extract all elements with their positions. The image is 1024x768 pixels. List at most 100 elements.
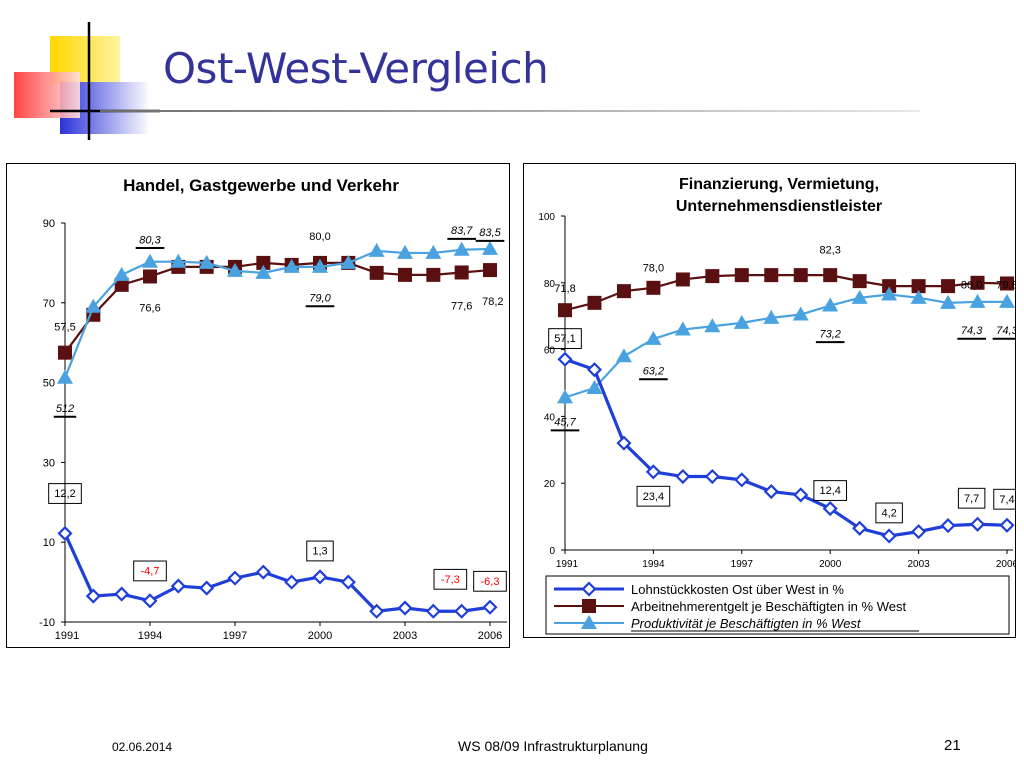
chart0-data-label: 77,6 <box>451 300 472 312</box>
chart0-point-prod <box>57 369 73 384</box>
chart0-point-prod <box>425 244 442 259</box>
chart0-data-label: 83,5 <box>479 227 501 239</box>
chart-panel-finanzierung: Finanzierung, Vermietung, Unternehmensdie… <box>523 163 1022 638</box>
chart0-data-label: -6,3 <box>481 576 500 588</box>
chart0-series-lohn-line <box>63 532 491 613</box>
footer-date: 02.06.2014 <box>112 740 173 754</box>
chart1-point-arbeit <box>616 284 631 299</box>
chart0-point-prod <box>170 253 187 268</box>
chart1-y-tick-label: 80 <box>544 279 556 290</box>
chart1-data-label: 45,7 <box>554 417 576 429</box>
chart1-point-lohn <box>616 435 632 451</box>
chart0-point-prod <box>227 262 243 277</box>
chart1-point-prod <box>910 289 927 304</box>
chart0-point-lohn <box>85 588 101 604</box>
chart1-point-prod <box>969 293 986 308</box>
chart0-series-prod-line <box>63 247 491 379</box>
chart1-point-arbeit <box>1000 276 1014 291</box>
chart1-point-prod <box>851 289 868 304</box>
chart0-point-lohn <box>397 600 413 616</box>
chart0-y-tick-label: 30 <box>43 457 55 469</box>
chart0-point-lohn <box>312 569 328 585</box>
chart0-y-tick-label: 10 <box>43 537 55 549</box>
chart0-point-lohn <box>340 574 356 590</box>
chart-finanzierung: Finanzierung, Vermietung, Unternehmensdie… <box>538 176 1022 635</box>
chart0-data-label: 79,0 <box>309 293 331 305</box>
chart1-point-prod <box>674 321 691 336</box>
chart0-point-prod <box>368 242 385 257</box>
chart1-point-prod <box>645 330 662 345</box>
chart1-point-prod <box>557 389 573 404</box>
chart1-data-label-box <box>875 502 903 524</box>
chart0-data-label: -4,7 <box>141 566 160 578</box>
legend-swatch-arbeit-marker <box>582 599 596 613</box>
page-number: 21 <box>944 737 961 754</box>
chart1-data-label: 63,2 <box>643 366 664 378</box>
chart0-point-arbeit <box>114 277 129 292</box>
chart1-point-prod <box>704 318 721 333</box>
chart0-data-label: 78,2 <box>482 296 503 308</box>
chart1-data-label: 80,0 <box>961 279 982 291</box>
chart1-data-label: 4,2 <box>881 508 896 520</box>
chart1-point-arbeit <box>823 268 838 283</box>
chart1-point-lohn <box>586 362 603 378</box>
chart1-point-lohn <box>911 524 927 540</box>
chart1-y-tick-label: 0 <box>549 546 555 557</box>
chart1-series-lohn-line <box>564 357 1008 538</box>
chart1-data-label: 74,3 <box>996 325 1015 337</box>
chart1-point-arbeit <box>852 274 867 289</box>
chart1-point-prod <box>733 314 750 329</box>
chart1-point-lohn <box>793 487 809 503</box>
chart1-point-lohn <box>763 483 779 500</box>
chart1-data-label-box <box>957 487 986 509</box>
chart0-data-label: 1,3 <box>312 546 327 558</box>
chart0-x-tick-label: 2003 <box>393 630 417 642</box>
chart1-point-prod <box>940 294 957 309</box>
chart1-data-label: 74,3 <box>961 325 983 337</box>
chart0-point-lohn <box>170 578 186 594</box>
legend-label-prod: Produktivität je Beschäftigten in % West <box>631 616 862 631</box>
chart0-point-prod <box>482 240 498 255</box>
chart1-title-line-1: Finanzierung, Vermietung, <box>679 176 879 193</box>
chart1-data-label-box <box>813 480 848 501</box>
legend-label-lohn: Lohnstückkosten Ost über West in % <box>631 582 844 597</box>
chart0-data-label: 57,5 <box>54 321 75 333</box>
chart1-point-arbeit <box>705 269 720 284</box>
chart0-data-label: 512 <box>56 403 74 415</box>
chart0-point-lohn <box>425 603 441 619</box>
chart0-point-arbeit <box>454 265 469 280</box>
chart0-series-arbeit-line <box>64 261 491 354</box>
chart0-x-tick-label: 2006 <box>478 630 502 642</box>
chart0-point-prod <box>283 258 300 273</box>
chart0-point-prod <box>312 258 328 273</box>
chart1-point-prod <box>999 293 1015 308</box>
chart1-series-arbeit-line <box>564 274 1008 312</box>
chart0-point-arbeit <box>256 255 271 270</box>
chart0-point-lohn <box>114 586 130 602</box>
chart0-point-arbeit <box>398 267 412 282</box>
chart1-point-prod <box>586 380 603 395</box>
chart0-data-label: -7,3 <box>441 574 460 586</box>
footer-course: WS 08/09 Infrastrukturplanung <box>458 738 648 754</box>
chart0-point-lohn <box>482 599 498 615</box>
chart1-point-lohn <box>645 464 661 480</box>
chart1-y-tick-label: 100 <box>538 212 555 223</box>
legend-label-arbeit: Arbeitnehmerentgelt je Beschäftigten in … <box>631 599 906 614</box>
chart0-point-prod <box>340 254 357 269</box>
chart1-point-arbeit <box>734 268 749 283</box>
chart1-point-lohn <box>704 468 720 485</box>
chart1-point-prod <box>822 297 839 312</box>
chart1-series-prod-line <box>564 293 1007 399</box>
chart0-x-tick-label: 1991 <box>55 630 79 642</box>
chart1-data-label: 7,7 <box>964 493 979 505</box>
chart1-data-label: 78,0 <box>643 262 664 274</box>
chart1-point-lohn <box>881 528 897 544</box>
chart1-y-tick-label: 40 <box>544 412 556 423</box>
chart0-point-prod <box>198 254 215 269</box>
chart0-data-label-box <box>48 483 82 504</box>
chart1-point-prod <box>792 306 809 321</box>
chart0-data-label-box <box>433 568 468 590</box>
chart1-point-arbeit <box>587 295 602 310</box>
chart0-y-tick-label: 50 <box>43 378 55 390</box>
chart0-point-prod <box>255 264 272 279</box>
